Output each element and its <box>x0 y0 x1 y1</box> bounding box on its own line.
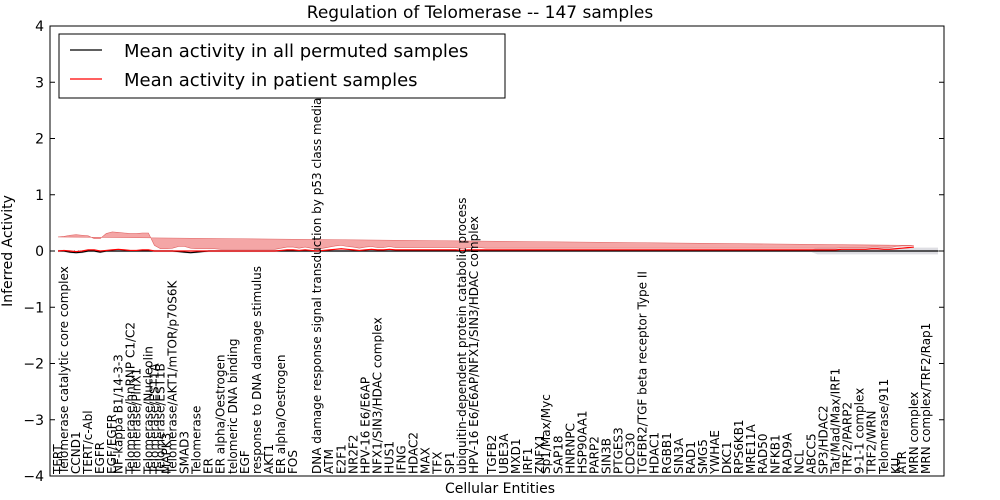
entity-label: HPV-16 E6/E6AP/NFX1/SIN3/HDAC complex <box>467 216 481 474</box>
y-tick-label: −1 <box>23 300 44 316</box>
legend-label-patient: Mean activity in patient samples <box>124 70 418 91</box>
y-tick-label: 2 <box>35 132 44 148</box>
entity-label: YWHAE <box>708 430 722 475</box>
entity-label: RAD9A <box>780 432 794 474</box>
entity-label: RAD50 <box>756 433 770 474</box>
entity-label: ZNFX1 <box>533 434 547 474</box>
entity-label: HDAC2 <box>407 432 421 474</box>
y-axis-label: Inferred Activity <box>0 195 16 307</box>
y-tick-label: −3 <box>23 413 44 429</box>
entity-label: RPS6KB1 <box>732 419 746 474</box>
entity-label: ER <box>202 458 216 474</box>
y-axis: −4 −3 −2 −1 0 1 2 3 4 <box>23 19 944 485</box>
entity-label: SIN3A <box>672 437 686 474</box>
entity-label: KU <box>889 458 903 474</box>
legend-box <box>58 33 506 99</box>
entity-label: MRN complex/TRF2/Rap1 <box>919 323 933 474</box>
entity-label: ubiquitin-dependent protein catabolic pr… <box>455 198 469 474</box>
entity-label: Sp1/Max/Myc <box>539 394 553 474</box>
entity-label: MAX <box>419 447 433 474</box>
entity-label: Tat/Mad/Max/IRF1 <box>829 368 843 475</box>
entity-label: TERT/c-Abl <box>81 410 95 475</box>
entity-label: TFX <box>431 452 445 475</box>
entity-label: PARP2 <box>587 436 601 474</box>
entity-label: SIN3B <box>599 438 613 474</box>
entity-label: RGBB1 <box>660 432 674 474</box>
entity-label: UBE3A <box>497 433 511 474</box>
entity-label: RAD1 <box>684 441 698 474</box>
entity-label: Telomerase/EST1A <box>147 362 161 475</box>
entity-label: SMAD3 <box>178 431 192 474</box>
entity-label: MAPK3 <box>159 433 173 474</box>
entity-label: E2F1 <box>334 444 348 474</box>
entity-label: SMG5 <box>696 439 710 474</box>
entity-label: DKC1 <box>720 442 734 474</box>
entity-label: MRE11A <box>744 423 758 474</box>
entity-label: ATR <box>895 451 909 474</box>
entity-label: NFKB1 <box>768 434 782 474</box>
entity-label: HDAC1 <box>648 432 662 474</box>
entity-label: EGF/EGFR <box>105 414 119 474</box>
y-tick-label: −4 <box>23 469 44 485</box>
x-axis-label: Cellular Entities <box>445 481 555 497</box>
entity-label: telomeric DNA binding <box>226 339 240 475</box>
entity-label: Telomerase/AKT1/mTOR/p70S6K <box>166 279 180 475</box>
entity-label: DNA damage response signal transduction … <box>310 81 324 474</box>
entity-label: NFX1/SIN3/HDAC complex <box>370 317 384 474</box>
entity-label: IFNG <box>395 445 409 474</box>
entity-label: Telomerase/Nucleolin <box>141 346 155 475</box>
entity-label: SAP18 <box>551 435 565 474</box>
y-tick-label: 1 <box>35 188 44 204</box>
entity-label: SP3/HDAC2 <box>816 405 830 474</box>
band-patient <box>57 231 914 250</box>
entity-label: SP1 <box>443 452 457 475</box>
entity-label: Telomerase/911 <box>877 379 891 475</box>
entity-label: AKT1 <box>262 444 276 474</box>
entity-label: EGF <box>238 450 252 474</box>
entity-label: HUS1 <box>383 441 397 474</box>
entity-label: MXD1 <box>509 439 523 474</box>
entity-label: NF-kappa B1/14-3-3 <box>111 354 125 474</box>
series-line-patient <box>57 246 914 253</box>
entity-label: ABCC5 <box>804 433 818 474</box>
entity-label: NCL <box>792 450 806 474</box>
y-tick-label: 0 <box>35 244 44 260</box>
entity-label: Telomerase/PinX1 <box>129 368 143 475</box>
chart-title: Regulation of Telomerase -- 147 samples <box>307 3 654 23</box>
entity-label: Telomerase catalytic core complex <box>57 266 71 475</box>
entity-label: 9-1-1 complex <box>853 388 867 474</box>
entity-label: CCND1 <box>69 431 83 474</box>
entity-label: TGFB2 <box>485 435 499 475</box>
entity-label: ER alpha/Oestrogen <box>274 355 288 474</box>
y-tick-label: −2 <box>23 357 44 373</box>
entity-label: CDC30 <box>624 433 638 474</box>
entity-label: ATM <box>322 449 336 474</box>
y-tick-label: 4 <box>35 19 44 35</box>
entity-label: response to DNA damage stimulus <box>250 266 264 474</box>
entity-label: Telomerase <box>190 406 204 475</box>
entity-label: Telomerase/hnRNP C1/C2 <box>123 322 137 475</box>
entity-label: TRF2/PARP2 <box>841 402 855 475</box>
legend: Mean activity in all permuted samples Me… <box>58 33 506 99</box>
entity-label: EGFR <box>93 442 107 474</box>
entity-label: IRF1 <box>521 448 535 474</box>
entity-label: MRN complex <box>907 392 921 474</box>
entity-label: ER alpha/Oestrogen <box>214 355 228 474</box>
entity-label: NR2F2 <box>346 435 360 475</box>
entity-label: TERT <box>51 444 65 475</box>
entity-label: PTGES3 <box>612 427 626 474</box>
entity-label: TGFBR2/TGF beta receptor Type II <box>636 271 650 475</box>
entity-label: HPV-16 E6/E6AP <box>358 377 372 474</box>
entity-label: TRF2/WRN <box>865 411 879 475</box>
entity-label: HNRNPC <box>563 423 577 474</box>
legend-label-permuted: Mean activity in all permuted samples <box>124 41 468 62</box>
y-tick-label: 3 <box>35 75 44 91</box>
entity-label: HSP90AA1 <box>575 410 589 474</box>
entity-label: FOS <box>286 450 300 474</box>
entity-label: Telomerase/EST1B <box>153 363 167 475</box>
